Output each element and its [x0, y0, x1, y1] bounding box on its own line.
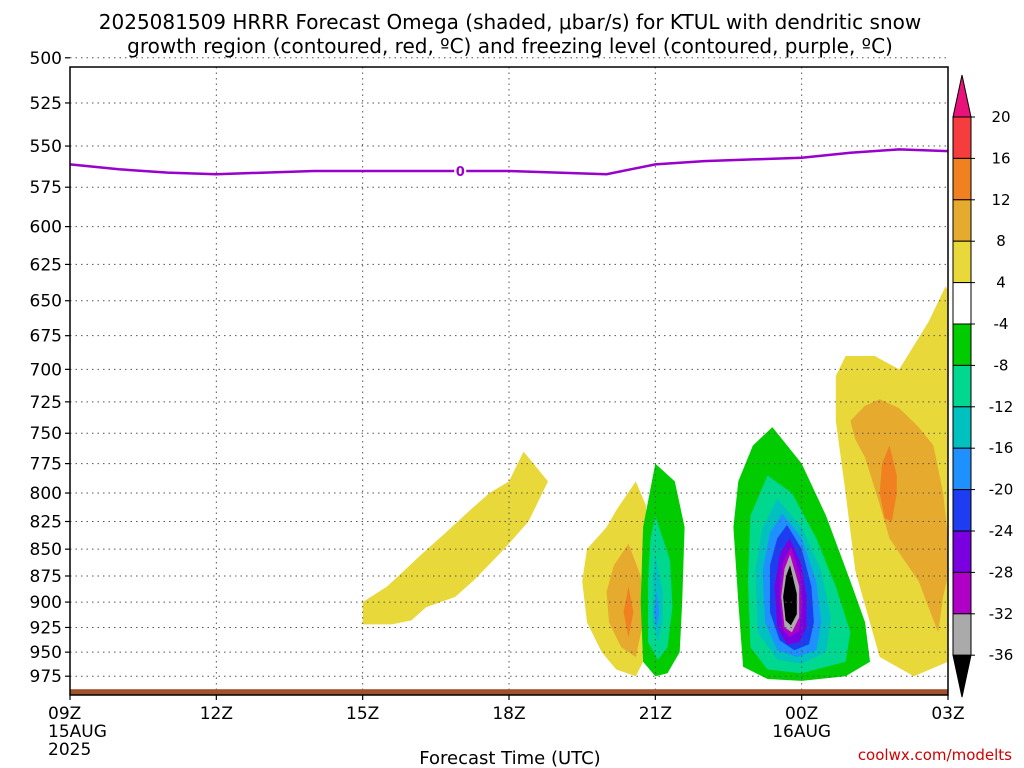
omega-region-2 [606, 543, 644, 657]
x-tick-year-09Z: 2025 [48, 740, 91, 760]
omega-region-3 [623, 586, 634, 638]
chart-title-line1: 2025081509 HRRR Forecast Omega (shaded, … [99, 10, 921, 34]
colorbar-label-0: 20 [991, 108, 1010, 126]
omega-region-19 [783, 565, 797, 626]
colorbar-band-12 [952, 571, 972, 615]
x-tick-label-09Z: 09Z [48, 704, 81, 724]
colorbar: 20 16 12 8 4 -4 -8 -12 -16 -20 -24 -28 -32 -36 [952, 74, 1014, 698]
x-tick-date-00Z: 16AUG [772, 722, 831, 742]
colorbar-label-11: -28 [989, 563, 1014, 581]
colorbar-label-6: -8 [994, 356, 1009, 374]
y-tick-label-950: 950 [30, 643, 62, 663]
y-tick-label-500: 500 [30, 49, 62, 69]
y-tick-label-600: 600 [30, 218, 62, 238]
colorbar-band-1 [952, 116, 972, 159]
colorbar-label-1: 16 [991, 149, 1010, 167]
x-tick-label-18Z: 18Z [492, 704, 525, 724]
colorbar-label-4: 4 [996, 274, 1006, 292]
colorbar-band-5 [952, 282, 972, 325]
omega-region-0 [362, 451, 548, 625]
colorbar-band-2 [952, 157, 972, 201]
colorbar-label-5: -4 [994, 315, 1009, 333]
omega-region-10 [879, 445, 897, 522]
omega-region-9 [850, 399, 948, 633]
y-tick-label-700: 700 [30, 360, 62, 380]
freezing-level-label: 0 [456, 165, 465, 180]
colorbar-label-7: -12 [989, 398, 1014, 416]
colorbar-band-8 [952, 406, 972, 449]
y-tick-label-675: 675 [30, 327, 62, 347]
x-tick-date-09Z: 15AUG [48, 722, 107, 742]
y-tick-label-800: 800 [30, 484, 62, 504]
colorbar-band-3 [952, 199, 972, 242]
x-tick-label-21Z: 21Z [639, 704, 672, 724]
colorbar-band-6 [952, 323, 972, 366]
colorbar-band-13 [952, 613, 972, 656]
y-tick-label-850: 850 [30, 540, 62, 560]
colorbar-label-8: -16 [989, 439, 1014, 457]
x-tick-label-12Z: 12Z [200, 704, 233, 724]
colorbar-label-13: -36 [989, 646, 1014, 664]
plot-area: 0 500 525 550 575 600 625 650 675 700 725 750 775 800… [30, 49, 965, 760]
y-tick-label-975: 975 [30, 667, 62, 687]
y-tick-label-775: 775 [30, 455, 62, 475]
ground-bar [70, 689, 948, 696]
x-tick-label-03Z: 03Z [931, 704, 964, 724]
omega-shading [362, 286, 948, 681]
y-tick-label-625: 625 [30, 255, 62, 275]
y-tick-label-725: 725 [30, 393, 62, 413]
colorbar-band-4 [952, 240, 972, 284]
colorbar-band-9 [952, 447, 972, 491]
freezing-level-label-bg [454, 162, 467, 178]
x-tick-label-00Z: 00Z [785, 704, 818, 724]
x-axis-label: Forecast Time (UTC) [419, 748, 600, 768]
colorbar-band-11 [952, 530, 972, 573]
colorbar-label-12: -32 [989, 605, 1014, 623]
colorbar-label-10: -24 [989, 522, 1014, 540]
y-tick-label-525: 525 [30, 94, 62, 114]
colorbar-label-9: -20 [989, 481, 1014, 499]
colorbar-bottom-arrow [952, 654, 972, 698]
y-tick-label-875: 875 [30, 567, 62, 587]
colorbar-band-7 [952, 364, 972, 408]
y-tick-label-575: 575 [30, 178, 62, 198]
y-tick-label-825: 825 [30, 513, 62, 533]
colorbar-band-10 [952, 489, 972, 532]
colorbar-label-3: 8 [996, 232, 1006, 250]
colorbar-label-2: 12 [991, 191, 1010, 209]
y-tick-label-650: 650 [30, 292, 62, 312]
y-tick-label-925: 925 [30, 618, 62, 638]
colorbar-top-arrow [952, 74, 972, 118]
y-tick-label-900: 900 [30, 593, 62, 613]
x-tick-label-15Z: 15Z [346, 704, 379, 724]
freezing-level-line [69, 148, 949, 176]
y-tick-label-550: 550 [30, 137, 62, 157]
chart-title-line2: growth region (contoured, red, ºC) and f… [127, 34, 893, 58]
y-tick-label-750: 750 [30, 424, 62, 444]
source-credit: coolwx.com/modelts [858, 746, 1012, 764]
